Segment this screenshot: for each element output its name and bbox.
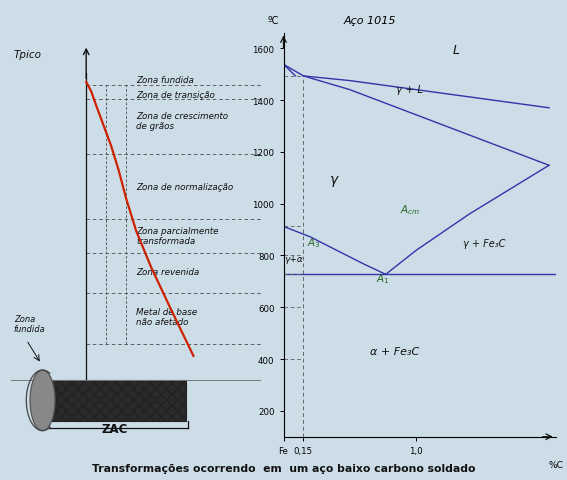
Text: γ + Fe₃C: γ + Fe₃C [463, 239, 505, 249]
Text: Zona parcialmente
transformada: Zona parcialmente transformada [136, 227, 219, 246]
Text: γ: γ [330, 172, 338, 187]
Ellipse shape [30, 370, 55, 431]
Text: $A_{cm}$: $A_{cm}$ [400, 203, 421, 217]
Text: ºC: ºC [268, 16, 279, 26]
Text: Zona de normalização: Zona de normalização [136, 182, 234, 192]
Text: Zona
fundida: Zona fundida [14, 314, 45, 334]
Text: Transformações ocorrendo  em  um aço baixo carbono soldado: Transformações ocorrendo em um aço baixo… [92, 463, 475, 473]
Text: ZAC: ZAC [101, 422, 128, 435]
Text: Zona fundida: Zona fundida [136, 75, 194, 84]
Text: γ + L: γ + L [396, 85, 424, 95]
Text: L: L [452, 44, 460, 57]
Text: Metal de base
não afetado: Metal de base não afetado [136, 307, 197, 326]
Text: Zona de crescimento
de grãos: Zona de crescimento de grãos [136, 112, 228, 131]
Text: γ+α: γ+α [285, 254, 303, 264]
Text: Zona de transição: Zona de transição [136, 91, 215, 99]
Text: α + Fe₃C: α + Fe₃C [370, 346, 419, 356]
Text: %C: %C [548, 460, 563, 469]
Text: Tpico: Tpico [14, 50, 42, 60]
Text: $A_3$: $A_3$ [307, 236, 321, 249]
Text: Zona revenida: Zona revenida [136, 267, 200, 276]
Bar [44, 380, 186, 420]
Text: $A_1$: $A_1$ [376, 272, 390, 286]
Text: Aço 1015: Aço 1015 [343, 16, 396, 26]
